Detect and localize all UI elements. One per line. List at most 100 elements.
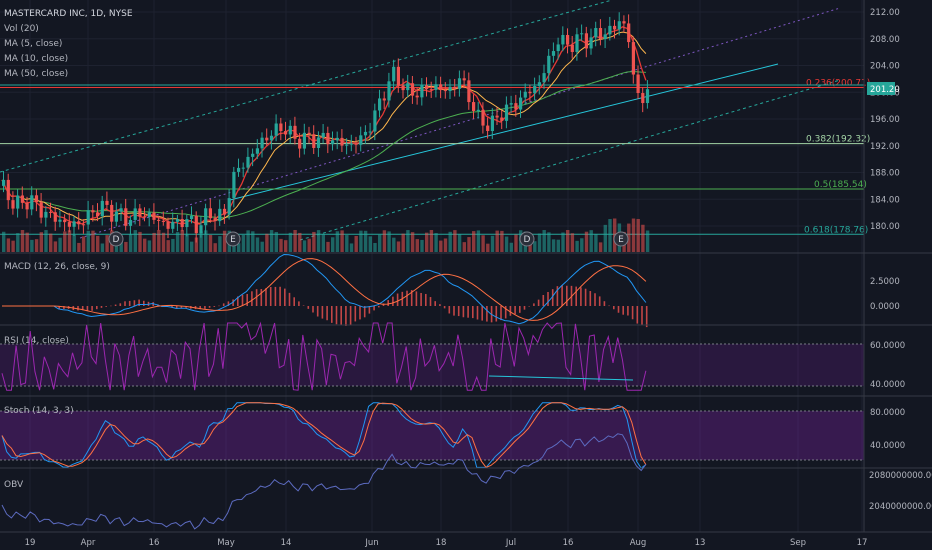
legend-ma5[interactable]: MA (5, close): [4, 39, 62, 49]
volume-bar: [420, 239, 424, 252]
macd-hist-bar: [406, 290, 408, 306]
candle-body: [222, 208, 227, 215]
candle-body: [96, 212, 100, 217]
candle-body: [387, 81, 391, 101]
candle-body: [335, 137, 339, 141]
candle-body: [265, 137, 269, 141]
volume-bar: [462, 242, 466, 252]
stoch-title: Stoch (14, 3, 3): [4, 406, 74, 416]
macd-hist-bar: [359, 306, 361, 320]
macd-hist-bar: [504, 306, 507, 319]
candle-body: [321, 132, 325, 138]
stoch-pane[interactable]: Stoch (14, 3, 3) 80.0000 40.0000: [0, 395, 932, 469]
earnings-marker[interactable]: E: [613, 231, 629, 247]
macd-hist-bar: [213, 306, 216, 307]
candle-body: [274, 123, 278, 136]
candle-body: [457, 78, 462, 89]
macd-hist-bar: [443, 306, 446, 309]
macd-hist-bar: [175, 306, 178, 309]
volume-bar: [128, 233, 133, 252]
macd-hist-bar: [495, 306, 498, 322]
volume-bar: [166, 240, 170, 252]
volume-bar: [180, 230, 184, 252]
candle-body: [519, 97, 523, 110]
candle-body: [100, 200, 104, 217]
candle-body: [523, 91, 527, 98]
volume-bar: [584, 231, 589, 252]
macd-hist-bar: [312, 306, 314, 313]
volume-bar: [269, 230, 274, 252]
candle-body: [199, 225, 203, 234]
macd-hist-bar: [340, 306, 342, 325]
volume-bar: [378, 234, 382, 252]
candle-body: [218, 208, 222, 222]
volume-bar: [293, 230, 297, 252]
candle-body: [533, 86, 537, 94]
price-tick: 192.00: [870, 142, 900, 152]
fib-levels[interactable]: 0.236(200.71) 0.382(192.32) 0.5(185.54) 0.6…: [0, 79, 870, 236]
candle-body: [636, 74, 640, 94]
legend-ma50[interactable]: MA (50, close): [4, 69, 68, 79]
volume-bar: [368, 236, 372, 252]
symbol-title[interactable]: MASTERCARD INC, 1D, NYSE: [4, 9, 133, 19]
time-axis[interactable]: 19 Apr 16 May 14 Jun 18 Jul 16 Aug 13 Sep 17: [25, 538, 868, 548]
time-tick: 17: [857, 538, 868, 548]
macd-hist-bar: [551, 289, 554, 306]
macd-hist-bar: [133, 300, 136, 306]
price-axis[interactable]: 212.00208.00204.00200.00196.00192.00188.…: [870, 8, 900, 232]
macd-hist-bar: [472, 306, 474, 319]
macd-hist-bar: [110, 305, 112, 307]
volume-bar: [91, 230, 95, 252]
volume-bar: [199, 231, 203, 252]
volume-bar: [237, 243, 241, 252]
price-tick: 180.00: [870, 222, 900, 232]
volume-bar: [133, 230, 137, 252]
time-tick: 14: [281, 538, 292, 548]
dividend-marker[interactable]: D: [519, 231, 535, 247]
volume-bar: [340, 230, 344, 252]
macd-hist-bar: [105, 306, 107, 307]
volume-bar: [631, 218, 636, 252]
candle-body: [157, 219, 161, 221]
volume-bar: [312, 231, 316, 252]
legend-ma10[interactable]: MA (10, close): [4, 54, 68, 64]
volume-bar: [556, 239, 560, 252]
volume-bar: [279, 238, 283, 252]
volume-bar: [246, 230, 250, 252]
volume-bar: [603, 224, 607, 252]
macd-pane[interactable]: MACD (12, 26, close, 9) 2.5000 0.0000: [0, 252, 932, 328]
candle-body: [208, 208, 212, 219]
candle-body: [373, 110, 377, 132]
legend-vol[interactable]: Vol (20): [4, 24, 39, 34]
volume-bar: [307, 238, 311, 252]
macd-hist-bar: [227, 301, 230, 306]
volume-bar: [443, 238, 448, 252]
candle-body: [128, 219, 133, 226]
volume-bar: [547, 232, 551, 252]
candle-body: [566, 34, 570, 45]
macd-hist-bar: [63, 306, 65, 310]
macd-hist-bar: [288, 292, 291, 306]
macd-hist-bar: [622, 306, 624, 315]
macd-hist-bar: [124, 301, 126, 306]
volume-bar: [345, 235, 349, 252]
time-tick: Apr: [81, 538, 96, 548]
earnings-marker[interactable]: E: [225, 231, 241, 247]
macd-hist-bar: [321, 306, 324, 319]
candle-body: [495, 115, 499, 118]
rsi-pane[interactable]: RSI (14, close) 60.0000 40.0000: [0, 321, 932, 391]
candle-body: [138, 208, 142, 217]
dividend-marker[interactable]: D: [108, 231, 124, 247]
candle-body: [598, 28, 603, 40]
candle-body: [2, 179, 6, 186]
candle-body: [439, 84, 443, 91]
macd-hist-bar: [326, 306, 328, 321]
event-markers[interactable]: D E D E: [108, 231, 629, 247]
candle-body: [594, 28, 598, 38]
macd-hist-bar: [143, 300, 145, 306]
obv-pane[interactable]: OBV 2080000000.0000 2040000000.0000: [0, 433, 932, 530]
candle-body: [161, 220, 165, 222]
obv-title: OBV: [4, 480, 24, 490]
macd-hist-bar: [439, 304, 441, 306]
